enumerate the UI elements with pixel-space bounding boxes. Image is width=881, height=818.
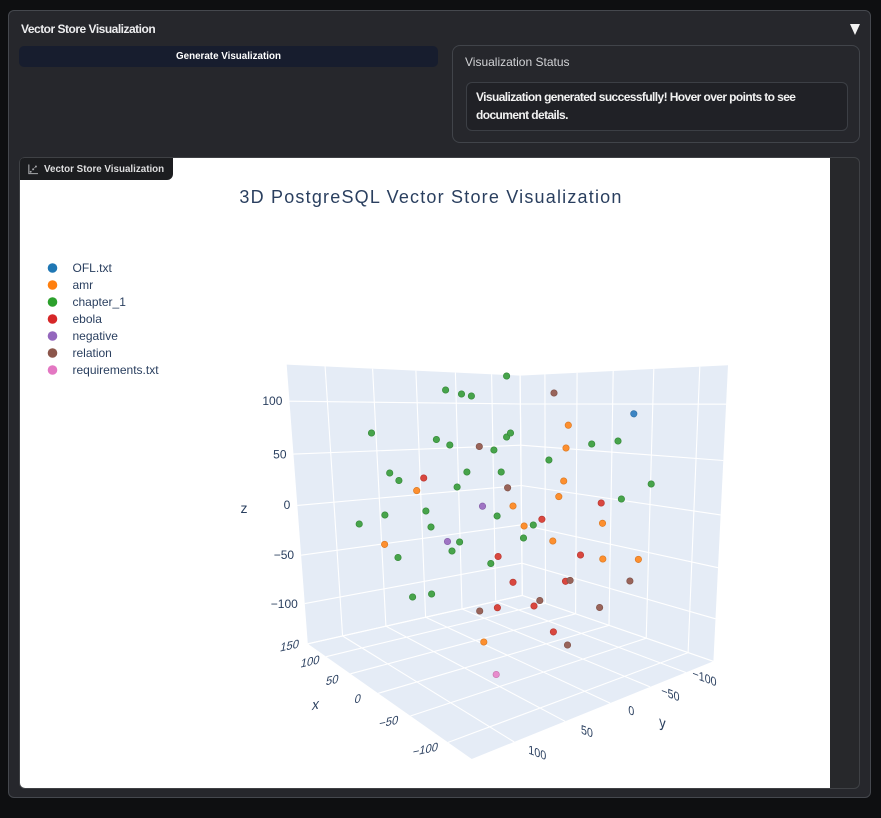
svg-text:x: x — [311, 696, 321, 714]
svg-text:0: 0 — [284, 498, 291, 512]
svg-text:50: 50 — [325, 671, 340, 688]
svg-text:−50: −50 — [661, 683, 680, 705]
svg-text:3D PostgreSQL Vector Store Vis: 3D PostgreSQL Vector Store Visualization — [239, 187, 622, 207]
svg-text:z: z — [241, 500, 248, 516]
svg-text:0: 0 — [353, 691, 362, 707]
svg-text:0: 0 — [628, 702, 635, 719]
svg-text:amr: amr — [73, 278, 94, 292]
svg-text:negative: negative — [73, 329, 119, 343]
svg-text:100: 100 — [528, 742, 546, 764]
svg-text:−50: −50 — [378, 712, 400, 730]
svg-text:50: 50 — [581, 722, 594, 741]
svg-text:100: 100 — [262, 394, 282, 408]
svg-text:chapter_1: chapter_1 — [73, 295, 127, 309]
svg-text:relation: relation — [73, 346, 112, 360]
svg-text:−50: −50 — [274, 548, 295, 562]
svg-text:50: 50 — [273, 448, 287, 462]
svg-text:OFL.txt: OFL.txt — [73, 261, 113, 275]
svg-text:y: y — [659, 714, 666, 733]
svg-text:100: 100 — [300, 652, 322, 670]
svg-text:requirements.txt: requirements.txt — [73, 363, 160, 377]
svg-text:−100: −100 — [271, 597, 298, 611]
svg-text:150: 150 — [279, 636, 301, 654]
svg-text:−100: −100 — [412, 739, 440, 759]
svg-text:−100: −100 — [692, 666, 717, 690]
svg-text:ebola: ebola — [73, 312, 103, 326]
